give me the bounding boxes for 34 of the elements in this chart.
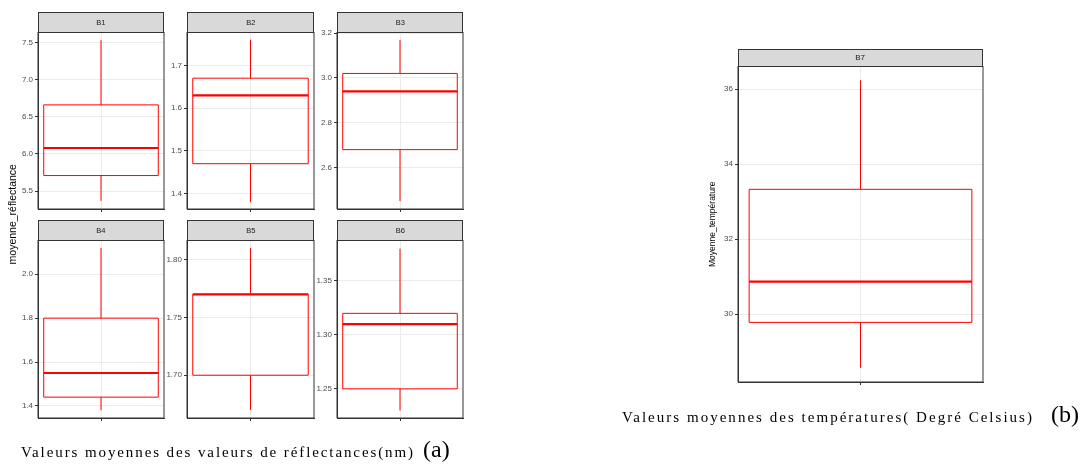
y-tick-label: 2.8 xyxy=(321,118,333,128)
y-tick-label: 6.5 xyxy=(21,112,34,122)
text: Valeurs moyennes des températures( Degré Celsius) xyxy=(622,408,1035,425)
y-tick-label: 3.2 xyxy=(321,28,333,38)
y-tick-label: 1.6 xyxy=(171,103,183,113)
y-tick-label: 2.6 xyxy=(321,163,333,173)
text: (a) xyxy=(422,436,450,463)
y-tick-label: 1.70 xyxy=(166,370,183,380)
y-tick-label: 34 xyxy=(723,159,734,169)
y-tick-label: 6.0 xyxy=(21,149,34,159)
y-tick-label: 3.0 xyxy=(321,73,333,83)
y-tick-label: 5.5 xyxy=(21,186,34,196)
y-tick-label: 1.25 xyxy=(316,384,333,394)
y-tick-label: 1.7 xyxy=(171,60,183,70)
y-tick-label: 32 xyxy=(723,234,734,244)
chart-title: B7 xyxy=(855,52,865,62)
y-tick-label: 30 xyxy=(723,309,734,319)
y-tick-label: 7.0 xyxy=(21,75,34,85)
y-tick-label: 1.80 xyxy=(166,255,183,265)
y-tick-label: 1.8 xyxy=(21,313,34,323)
y-tick-label: 1.4 xyxy=(171,189,183,199)
y-tick-label: 1.4 xyxy=(21,401,34,411)
text: (b) xyxy=(1051,400,1079,427)
y-tick-label: 1.75 xyxy=(166,312,183,322)
y-axis-title: moyenne_réflectance xyxy=(5,164,18,265)
text: Valeurs moyennes des valeurs de réflectances(nm) xyxy=(20,444,415,461)
y-axis-title: Moyenne_température xyxy=(706,180,717,267)
y-tick-label: 36 xyxy=(723,84,734,94)
y-tick-label: 2.0 xyxy=(21,269,34,279)
y-tick-label: 1.30 xyxy=(316,330,333,340)
y-tick-label: 7.5 xyxy=(21,37,34,47)
y-tick-label: 1.6 xyxy=(21,357,34,367)
y-tick-label: 1.5 xyxy=(171,146,183,156)
y-tick-label: 1.35 xyxy=(316,276,333,286)
